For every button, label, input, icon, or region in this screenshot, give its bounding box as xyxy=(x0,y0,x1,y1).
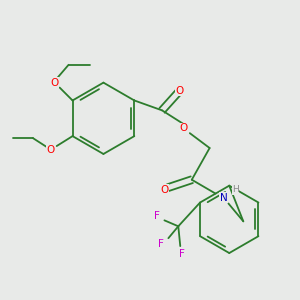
Text: N: N xyxy=(220,193,227,202)
Text: O: O xyxy=(176,85,184,96)
Text: O: O xyxy=(51,78,59,88)
Text: O: O xyxy=(180,123,188,133)
Text: H: H xyxy=(232,185,239,194)
Text: F: F xyxy=(154,212,159,221)
Text: O: O xyxy=(46,145,55,155)
Text: F: F xyxy=(179,249,185,259)
Text: F: F xyxy=(158,239,164,249)
Text: O: O xyxy=(160,184,168,195)
